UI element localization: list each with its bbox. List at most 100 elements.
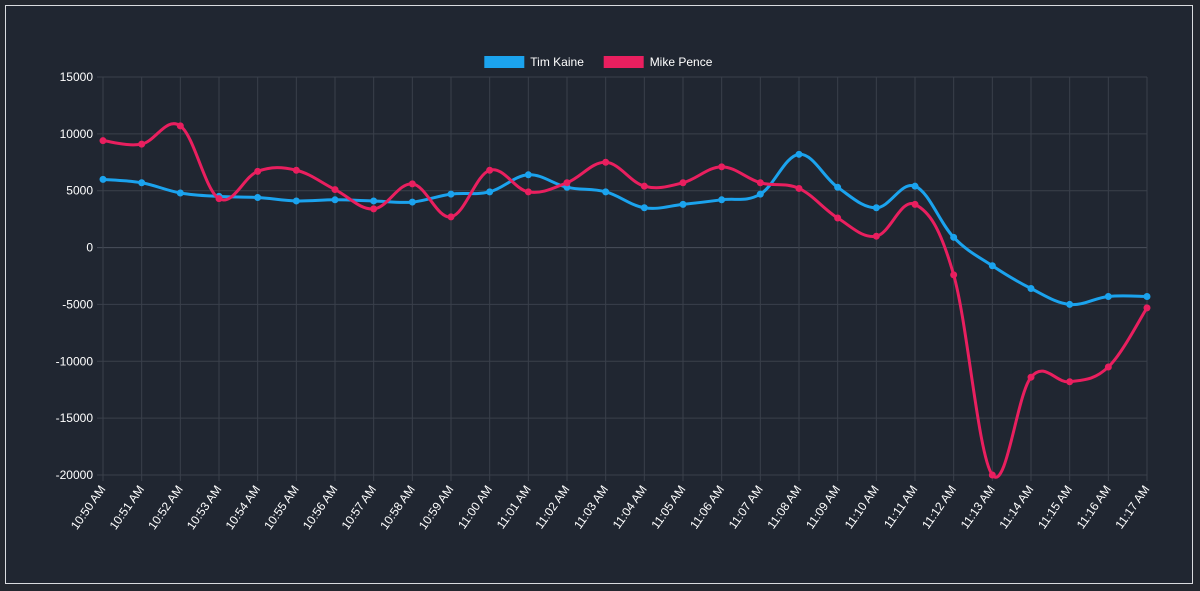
legend-item-mike-pence[interactable]: Mike Pence (603, 55, 713, 69)
tim-kaine-point[interactable] (1143, 292, 1151, 300)
tim-kaine-point[interactable] (138, 179, 146, 187)
tim-kaine-point[interactable] (795, 150, 803, 158)
y-axis: 15000 10000 5000 0 -5000 -10000 -15000 -20000 (56, 70, 94, 482)
tim-kaine-point[interactable] (950, 233, 958, 241)
x-tick-label: 10:51 AM (107, 483, 148, 533)
x-tick-label: 11:11 AM (881, 483, 921, 531)
tim-kaine-point[interactable] (1027, 285, 1035, 293)
x-tick-label: 11:03 AM (571, 483, 611, 532)
x-tick-label: 10:52 AM (145, 483, 186, 533)
mike-pence-point[interactable] (563, 179, 571, 187)
x-tick-label: 11:14 AM (996, 483, 1036, 532)
series-layer (99, 122, 1151, 479)
x-tick-label: 10:59 AM (416, 483, 457, 533)
legend-label: Tim Kaine (530, 55, 584, 69)
tim-kaine-point[interactable] (292, 197, 300, 205)
mike-pence-point[interactable] (988, 471, 996, 479)
legend-swatch (603, 56, 644, 68)
tim-kaine-line (101, 152, 1149, 307)
x-tick-label: 11:15 AM (1035, 483, 1075, 532)
mike-pence-point[interactable] (795, 184, 803, 192)
mike-pence-point[interactable] (679, 179, 687, 187)
mike-pence-point[interactable] (331, 186, 339, 194)
mike-pence-point[interactable] (1066, 378, 1074, 386)
mike-pence-point[interactable] (1104, 363, 1112, 371)
tim-kaine-point[interactable] (756, 190, 764, 198)
legend[interactable]: Tim Kaine Mike Pence (484, 55, 713, 69)
x-tick-label: 10:54 AM (223, 483, 264, 533)
mike-pence-line (101, 122, 1149, 479)
x-tick-label: 11:04 AM (610, 483, 650, 532)
tim-kaine-point[interactable] (370, 197, 378, 205)
x-tick-label: 10:56 AM (300, 483, 341, 533)
x-tick-label: 10:50 AM (68, 483, 109, 533)
x-tick-label: 11:05 AM (648, 483, 688, 532)
tim-kaine-point[interactable] (988, 262, 996, 270)
y-tick-label: 10000 (60, 127, 94, 141)
x-tick-label: 11:09 AM (803, 483, 843, 532)
tim-kaine-point[interactable] (99, 175, 107, 183)
mike-pence-point[interactable] (950, 271, 958, 279)
x-tick-label: 10:57 AM (339, 483, 380, 533)
tim-kaine-point[interactable] (1066, 300, 1074, 308)
x-tick-label: 11:02 AM (532, 483, 572, 532)
x-tick-label: 11:07 AM (726, 483, 766, 532)
tim-kaine-point[interactable] (718, 196, 726, 204)
mike-pence-point[interactable] (486, 166, 494, 174)
mike-pence-point[interactable] (215, 195, 223, 203)
tim-kaine-point[interactable] (408, 198, 416, 206)
tim-kaine-point[interactable] (176, 189, 184, 197)
y-tick-label: 5000 (66, 184, 93, 198)
mike-pence-point[interactable] (756, 179, 764, 187)
mike-pence-point[interactable] (718, 163, 726, 171)
legend-item-tim-kaine[interactable]: Tim Kaine (484, 55, 584, 69)
tim-kaine-point[interactable] (331, 196, 339, 204)
mike-pence-point[interactable] (872, 232, 880, 240)
tim-kaine-point[interactable] (602, 188, 610, 196)
mike-pence-point[interactable] (1143, 304, 1151, 312)
chart-frame (5, 5, 1193, 584)
x-tick-label: 11:16 AM (1074, 483, 1114, 532)
tim-kaine-point[interactable] (1104, 292, 1112, 300)
tim-kaine-point[interactable] (524, 171, 532, 179)
x-tick-label: 11:17 AM (1112, 483, 1152, 532)
mike-pence-point[interactable] (524, 188, 532, 196)
y-tick-label: -20000 (56, 468, 94, 482)
y-tick-label: 15000 (60, 70, 94, 84)
tim-kaine-point[interactable] (834, 183, 842, 191)
x-tick-label: 11:12 AM (919, 483, 959, 532)
legend-swatch (484, 56, 525, 68)
mike-pence-point[interactable] (1027, 373, 1035, 381)
mike-pence-point[interactable] (408, 180, 416, 188)
mike-pence-point[interactable] (99, 137, 107, 145)
tim-kaine-point[interactable] (486, 188, 494, 196)
mike-pence-point[interactable] (176, 122, 184, 130)
tim-kaine-point[interactable] (640, 204, 648, 212)
grid-layer (97, 76, 1148, 481)
mike-pence-point[interactable] (834, 214, 842, 222)
tim-kaine-point[interactable] (447, 190, 455, 198)
y-tick-label: -15000 (56, 411, 94, 425)
mike-pence-point[interactable] (640, 182, 648, 190)
x-tick-label: 11:13 AM (958, 483, 998, 532)
y-tick-label: 0 (86, 241, 93, 255)
x-tick-label: 11:01 AM (494, 483, 534, 532)
x-tick-label: 11:06 AM (687, 483, 727, 532)
tim-kaine-point[interactable] (679, 200, 687, 208)
legend-label: Mike Pence (650, 55, 713, 69)
mike-pence-point[interactable] (138, 140, 146, 148)
series-tim-kaine (99, 150, 1151, 308)
mike-pence-point[interactable] (292, 166, 300, 174)
tim-kaine-point[interactable] (254, 194, 262, 202)
mike-pence-point[interactable] (254, 167, 262, 175)
mike-pence-point[interactable] (370, 205, 378, 213)
tim-kaine-point[interactable] (872, 204, 880, 212)
mike-pence-point[interactable] (447, 213, 455, 221)
x-tick-label: 11:08 AM (764, 483, 804, 532)
mike-pence-point[interactable] (602, 158, 610, 166)
mike-pence-point[interactable] (911, 200, 919, 208)
series-mike-pence (99, 122, 1151, 479)
tim-kaine-point[interactable] (911, 182, 919, 190)
